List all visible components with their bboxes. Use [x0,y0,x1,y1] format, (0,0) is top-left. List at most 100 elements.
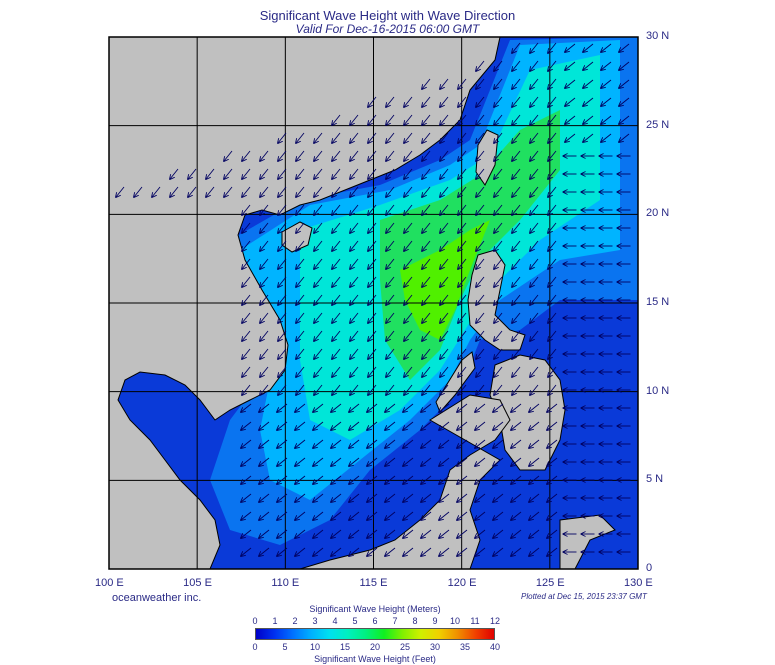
wave-direction-arrow [458,96,467,107]
wave-direction-arrow [530,42,539,53]
wave-direction-arrow [403,403,414,412]
wave-direction-arrow [457,457,468,466]
wave-direction-arrow [295,547,306,556]
wave-direction-arrow [260,312,269,323]
wave-direction-arrow [494,204,503,215]
wave-direction-arrow [241,439,252,448]
wave-direction-arrow [260,258,269,269]
wave-direction-arrow [440,348,449,359]
wave-direction-arrow [422,204,431,215]
wave-direction-arrow [494,258,503,269]
wave-direction-arrow [512,204,521,215]
wave-direction-arrow [296,330,305,341]
wave-direction-arrow [332,258,341,269]
wave-direction-arrow [314,312,323,323]
wave-direction-arrow [332,276,341,287]
wave-direction-arrow [475,403,486,412]
chart-subtitle: Valid For Dec-16-2015 06:00 GMT [295,22,480,36]
wave-direction-arrow [277,475,288,484]
wave-direction-arrow [494,330,503,341]
wave-direction-arrow [278,204,287,215]
wave-direction-arrow [350,312,359,323]
feet-tick: 40 [489,642,501,652]
wave-direction-arrow [548,258,557,269]
wave-direction-arrow [548,366,557,377]
wave-direction-arrow [259,511,270,520]
wave-direction-arrow [421,529,432,538]
wave-direction-arrow [368,132,377,143]
brand-label: oceanweather inc. [112,592,202,604]
wave-direction-arrow [368,276,377,287]
wave-direction-arrow [332,222,341,233]
wave-direction-arrow [242,222,251,233]
wave-direction-arrow [278,222,287,233]
wave-direction-arrow [278,132,287,143]
wave-direction-arrow [494,96,503,107]
wave-height-map [108,36,639,570]
wave-direction-arrow [260,186,269,197]
wave-direction-arrow [511,439,522,448]
lat-label: 15 N [646,296,670,308]
wave-direction-arrow [260,150,269,161]
wave-direction-arrow [511,421,522,430]
meter-tick: 4 [332,616,338,626]
wave-direction-arrow [259,547,270,556]
wave-direction-arrow [278,330,287,341]
wave-direction-arrow [547,475,558,484]
wave-direction-arrow [422,114,431,125]
map-frame [108,36,639,570]
wave-direction-arrow [529,493,540,502]
wave-direction-arrow [296,294,305,305]
wave-direction-arrow [422,366,431,377]
wave-direction-arrow [170,168,179,179]
wave-direction-arrow [475,421,486,430]
wave-direction-arrow [494,276,503,287]
wave-direction-arrow [512,168,521,179]
wave-direction-arrow [422,186,431,197]
wave-direction-arrow [440,150,449,161]
wave-direction-arrow [583,61,594,70]
wave-direction-arrow [260,294,269,305]
lon-label: 115 E [359,577,388,589]
wave-direction-arrow [331,439,342,448]
wave-direction-arrow [385,439,396,448]
wave-direction-arrow [494,384,503,395]
wave-direction-arrow [439,475,450,484]
wave-direction-arrow [242,204,251,215]
wave-direction-arrow [601,43,612,52]
lon-label: 120 E [447,577,477,589]
lat-label: 0 [646,562,653,574]
wave-direction-arrow [331,457,342,466]
wave-direction-arrow [314,132,323,143]
wave-direction-arrow [386,96,395,107]
wave-direction-arrow [313,475,324,484]
wave-direction-arrow [224,150,233,161]
wave-direction-arrow [512,366,521,377]
wave-direction-arrow [458,330,467,341]
wave-direction-arrow [404,366,413,377]
wave-direction-arrow [421,421,432,430]
wave-direction-arrow [565,115,576,124]
wave-direction-arrow [548,132,557,143]
wave-direction-arrow [259,493,270,502]
wave-direction-arrow [349,439,360,448]
wave-direction-arrow [440,312,449,323]
wave-direction-arrow [529,421,540,430]
lon-label: 125 E [535,577,565,589]
wave-direction-arrow [350,168,359,179]
wave-direction-arrow [619,61,630,70]
wave-direction-arrow [494,78,503,89]
wave-direction-arrow [529,439,540,448]
wave-direction-arrow [439,547,450,556]
wave-direction-arrow [259,475,270,484]
wave-direction-arrow [368,222,377,233]
wave-direction-arrow [530,258,539,269]
wave-direction-arrow [295,511,306,520]
land-palawan [435,351,476,413]
wave-direction-arrow [260,240,269,251]
wave-direction-arrow [152,186,161,197]
wave-direction-arrow [368,366,377,377]
wave-direction-arrow [583,43,594,52]
wave-direction-arrow [242,366,251,377]
wave-direction-arrow [422,240,431,251]
